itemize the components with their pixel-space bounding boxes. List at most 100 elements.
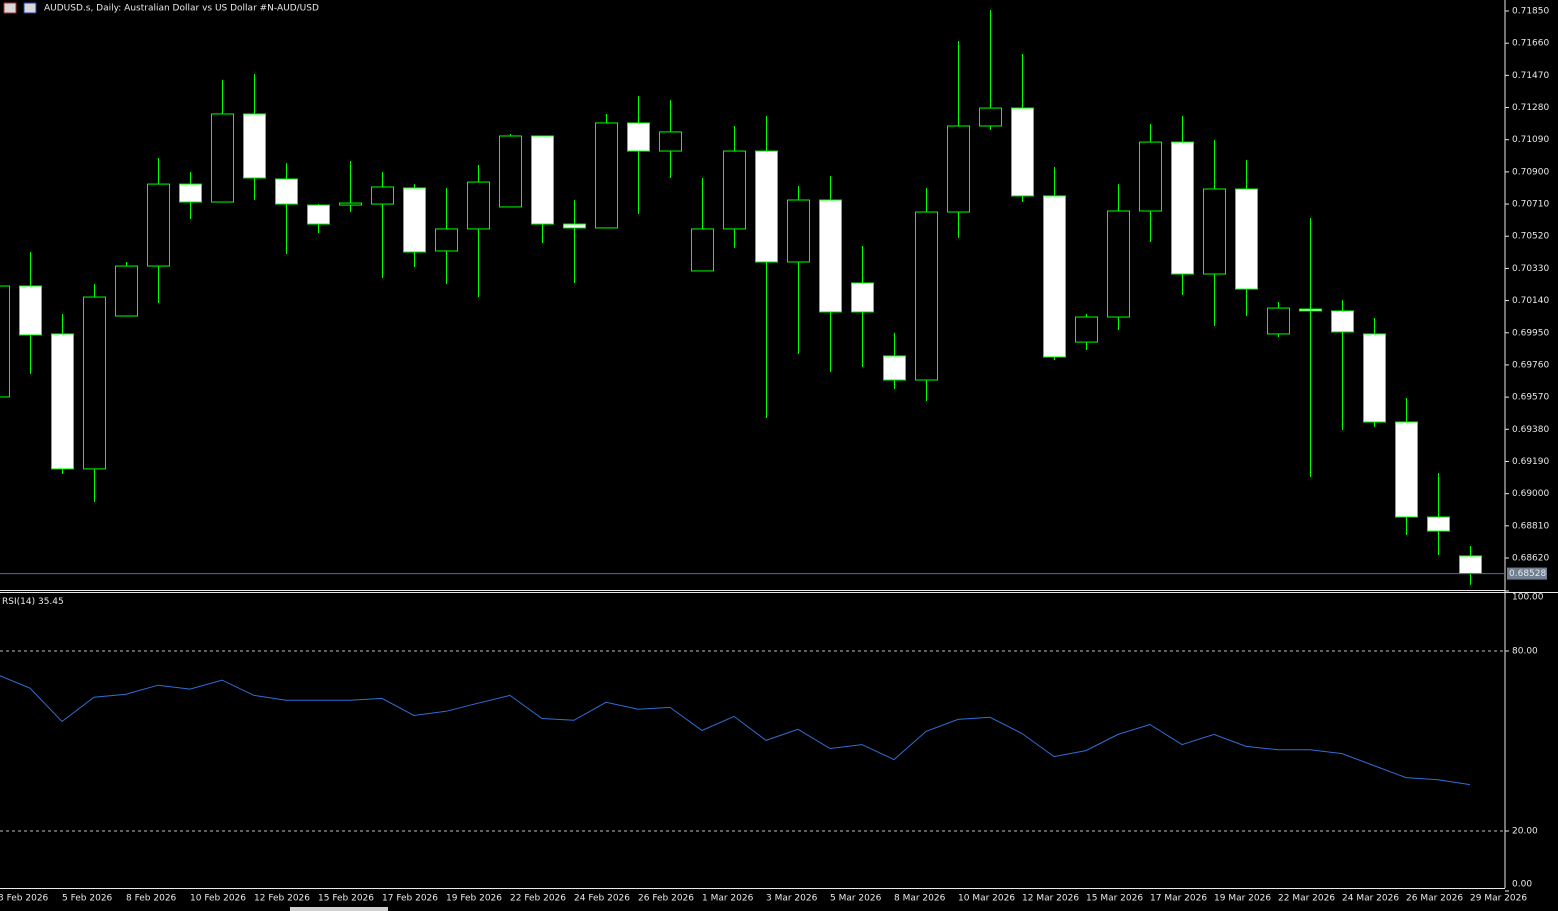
candle-body <box>1203 188 1226 275</box>
y-tick-label: 0.69380 <box>1512 425 1549 435</box>
icon <box>3 2 17 14</box>
candle-body <box>915 211 938 381</box>
candle-body <box>243 113 266 179</box>
x-tick-label: 5 Feb 2026 <box>62 894 113 904</box>
x-tick-label: 1 Mar 2026 <box>702 894 754 904</box>
candle-body <box>1395 421 1418 518</box>
chart-title: AUDUSD.s, Daily: Australian Dollar vs US… <box>44 4 319 14</box>
indicator-name: RSI(14) <box>2 597 35 607</box>
candle-body <box>1139 141 1162 212</box>
candle-body <box>211 113 234 203</box>
candle-body <box>851 282 874 313</box>
candle-body <box>275 178 298 205</box>
y-tick-label: 0.70140 <box>1512 296 1549 306</box>
y-tick-label: 0.70330 <box>1512 264 1549 274</box>
candle-body <box>179 183 202 203</box>
y-tick-label: 0.71470 <box>1512 71 1549 81</box>
y-tick-label: 0.00 <box>1512 880 1532 890</box>
x-tick-label: 19 Mar 2026 <box>1214 894 1271 904</box>
x-tick-label: 15 Mar 2026 <box>1086 894 1143 904</box>
candle-body <box>307 204 330 225</box>
x-tick-label: 10 Mar 2026 <box>958 894 1015 904</box>
candle-body <box>1171 141 1194 275</box>
x-tick-label: 12 Mar 2026 <box>1022 894 1079 904</box>
candle-body <box>499 135 522 208</box>
candle-body <box>467 181 490 230</box>
x-tick-label: 17 Mar 2026 <box>1150 894 1207 904</box>
x-tick-label: 24 Mar 2026 <box>1342 894 1399 904</box>
candle-body <box>1075 316 1098 343</box>
x-tick-label: 29 Mar 2026 <box>1470 894 1527 904</box>
candle-body <box>83 296 106 470</box>
candle-body <box>339 202 362 206</box>
candle-body <box>1331 310 1354 333</box>
candle-body <box>435 228 458 252</box>
y-tick-label: 0.71280 <box>1512 103 1549 113</box>
x-tick-label: 24 Feb 2026 <box>574 894 630 904</box>
indicator-value: 35.45 <box>38 597 64 607</box>
indicator-label: RSI(14) 35.45 <box>2 597 64 607</box>
y-tick-label: 100.00 <box>1512 593 1544 603</box>
y-tick-label: 0.69000 <box>1512 489 1549 499</box>
candle-body <box>531 135 554 225</box>
candle-body <box>19 285 42 336</box>
candle-body <box>595 122 618 229</box>
scrollbar[interactable] <box>290 907 388 911</box>
x-tick-label: 10 Feb 2026 <box>190 894 246 904</box>
y-tick-label: 0.71850 <box>1512 7 1549 17</box>
candle-body <box>947 125 970 213</box>
candle-body <box>1235 188 1258 290</box>
y-tick-label: 0.70710 <box>1512 200 1549 210</box>
y-tick-label: 0.69190 <box>1512 457 1549 467</box>
x-tick-label: 5 Mar 2026 <box>830 894 882 904</box>
candle-body <box>371 186 394 205</box>
candle-body <box>723 150 746 230</box>
x-tick-label: 15 Feb 2026 <box>318 894 374 904</box>
x-tick-label: 22 Feb 2026 <box>510 894 566 904</box>
x-tick-label: 3 Mar 2026 <box>766 894 818 904</box>
x-tick-label: 3 Feb 2026 <box>0 894 49 904</box>
y-tick-label: 0.71660 <box>1512 39 1549 49</box>
candle-body <box>627 122 650 152</box>
candle-body <box>787 199 810 263</box>
x-tick-label: 26 Mar 2026 <box>1406 894 1463 904</box>
toolbar-icons <box>3 2 37 14</box>
y-tick-label: 0.69950 <box>1512 328 1549 338</box>
candle-body <box>403 187 426 253</box>
candle-body <box>563 223 586 229</box>
candle-body <box>1267 307 1290 335</box>
x-tick-label: 8 Feb 2026 <box>126 894 177 904</box>
y-tick-label: 20.00 <box>1512 827 1538 837</box>
y-tick-label: 0.69570 <box>1512 393 1549 403</box>
candle-body <box>1363 333 1386 423</box>
candle-body <box>1299 308 1322 312</box>
y-tick-label: 0.68810 <box>1512 521 1549 531</box>
y-tick-label: 0.68620 <box>1512 553 1549 563</box>
candle-body <box>659 131 682 152</box>
y-tick-label: 0.70900 <box>1512 167 1549 177</box>
y-tick-label: 0.70520 <box>1512 232 1549 242</box>
candle-body <box>1459 555 1482 575</box>
y-tick-label: 0.69760 <box>1512 360 1549 370</box>
last-price-label: 0.68528 <box>1509 569 1546 579</box>
x-tick-label: 8 Mar 2026 <box>894 894 946 904</box>
candle-body <box>51 333 74 470</box>
candle-body <box>1043 195 1066 358</box>
candle-body <box>755 150 778 263</box>
candle-body <box>883 355 906 381</box>
icon <box>23 2 37 14</box>
x-tick-label: 17 Feb 2026 <box>382 894 438 904</box>
y-tick-label: 0.71090 <box>1512 135 1549 145</box>
candle-body <box>1011 107 1034 197</box>
candle-body <box>979 107 1002 127</box>
x-tick-label: 22 Mar 2026 <box>1278 894 1335 904</box>
x-tick-label: 19 Feb 2026 <box>446 894 502 904</box>
rsi-line <box>0 675 1471 786</box>
last-price-box <box>1507 567 1547 580</box>
candle-body <box>819 199 842 313</box>
candle-body <box>0 285 10 398</box>
candle-body <box>1427 516 1450 532</box>
x-tick-label: 12 Feb 2026 <box>254 894 310 904</box>
